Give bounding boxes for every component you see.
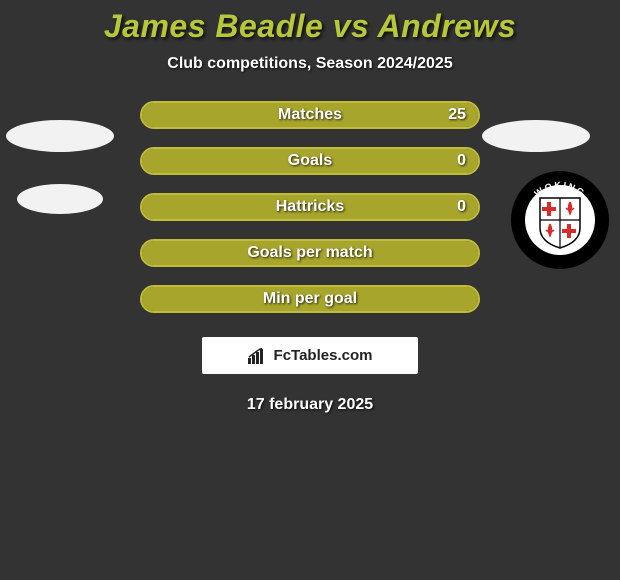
bar-chart-icon — [248, 348, 268, 364]
stat-value-right: 25 — [448, 106, 466, 124]
root: James Beadle vs Andrews Club competition… — [0, 0, 620, 414]
stat-bar: Goals per match — [140, 239, 480, 267]
page-title: James Beadle vs Andrews — [0, 8, 620, 45]
avatar-placeholder — [17, 184, 103, 214]
date-label: 17 february 2025 — [0, 396, 620, 414]
stat-value-right: 0 — [457, 198, 466, 216]
stat-label: Goals per match — [142, 244, 478, 262]
attribution-badge: FcTables.com — [202, 337, 418, 374]
avatar-placeholder — [6, 120, 114, 152]
club-crest: WOKING FOOTBALL CLUB — [510, 170, 610, 275]
stat-bar: Matches25 — [140, 101, 480, 129]
right-avatar-column — [482, 120, 590, 152]
stat-value-right: 0 — [457, 152, 466, 170]
left-avatar-column — [6, 120, 114, 214]
subtitle: Club competitions, Season 2024/2025 — [0, 55, 620, 73]
stat-bar: Hattricks0 — [140, 193, 480, 221]
woking-crest-icon: WOKING FOOTBALL CLUB — [510, 170, 610, 270]
stat-label: Goals — [142, 152, 478, 170]
stat-label: Matches — [142, 106, 478, 124]
stat-bar: Goals0 — [140, 147, 480, 175]
stat-label: Min per goal — [142, 290, 478, 308]
stat-bar: Min per goal — [140, 285, 480, 313]
attribution-text: FcTables.com — [274, 347, 373, 364]
stat-label: Hattricks — [142, 198, 478, 216]
avatar-placeholder — [482, 120, 590, 152]
